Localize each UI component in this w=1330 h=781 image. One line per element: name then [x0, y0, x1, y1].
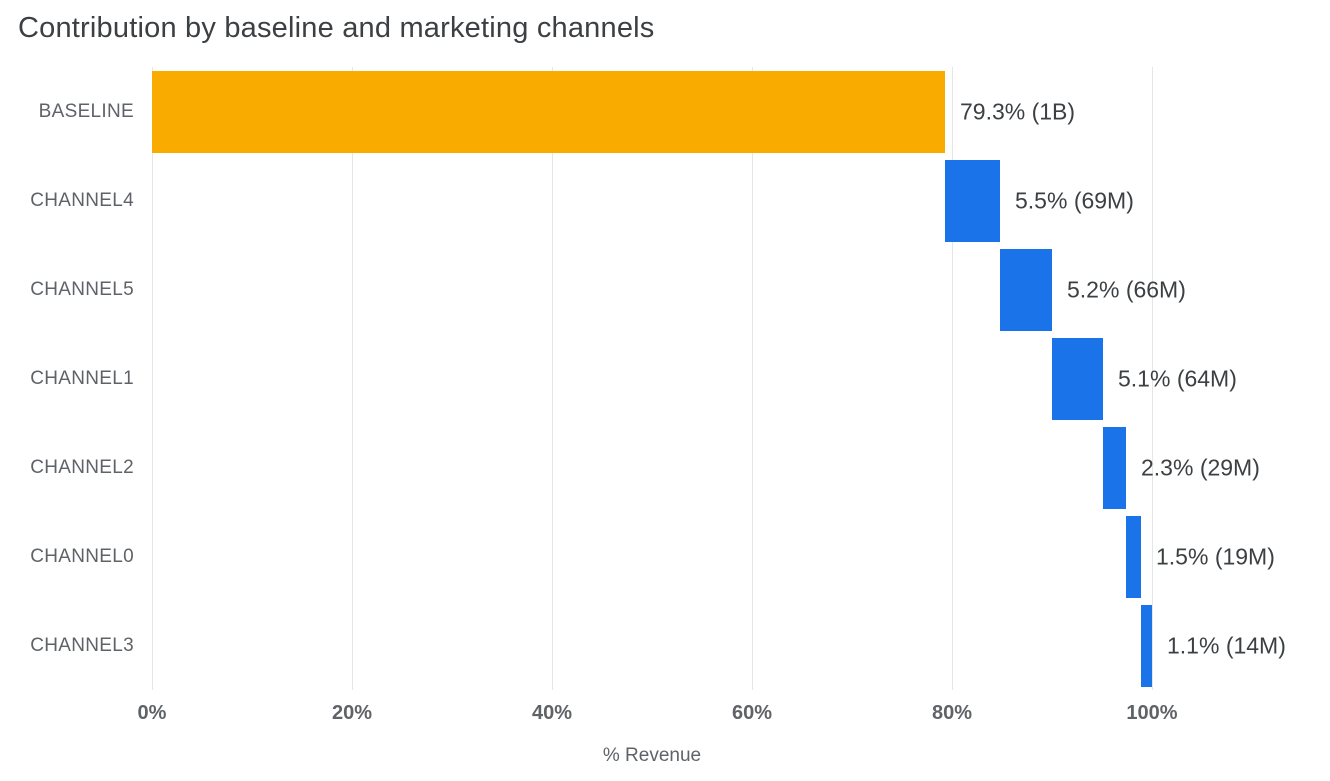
bar-track: 2.3% (29M): [152, 423, 1330, 512]
waterfall-bar-channel4[interactable]: [945, 159, 1000, 242]
gridline: [1152, 67, 1153, 690]
x-tick-label: 40%: [531, 702, 573, 724]
gridlines: [0, 67, 1330, 690]
x-tick-label: 60%: [731, 702, 773, 724]
value-label: 1.1% (14M): [1167, 632, 1286, 658]
category-label: CHANNEL0: [30, 545, 134, 567]
category-label: CHANNEL2: [30, 456, 134, 478]
gridline: [752, 67, 753, 690]
bar-track: 1.1% (14M): [152, 601, 1330, 690]
bar-track: 5.5% (69M): [152, 156, 1330, 245]
chart-row: CHANNEL1 5.1% (64M): [0, 334, 1330, 423]
category-label: CHANNEL4: [30, 189, 134, 211]
waterfall-bar-channel5[interactable]: [1000, 248, 1052, 331]
value-label: 5.5% (69M): [1015, 187, 1134, 213]
bar-track: 5.2% (66M): [152, 245, 1330, 334]
waterfall-bar-channel3[interactable]: [1141, 604, 1152, 687]
x-tick-label: 100%: [1126, 702, 1178, 724]
chart-row: CHANNEL5 5.2% (66M): [0, 245, 1330, 334]
bar-track: 5.1% (64M): [152, 334, 1330, 423]
chart-row: CHANNEL3 1.1% (14M): [0, 601, 1330, 690]
value-label: 79.3% (1B): [960, 98, 1076, 124]
waterfall-chart: BASELINE 79.3% (1B) CHANNEL4 5.5% (69M) CHAN…: [0, 67, 1330, 767]
gridline: [952, 67, 953, 690]
x-axis: 0% 20% 40% 60% 80% 100%: [0, 702, 1330, 732]
waterfall-bar-channel1[interactable]: [1052, 337, 1103, 420]
x-tick-label: 20%: [331, 702, 373, 724]
category-label: CHANNEL1: [30, 367, 134, 389]
x-axis-title: % Revenue: [602, 745, 702, 766]
category-label: BASELINE: [38, 100, 134, 122]
chart-title: Contribution by baseline and marketing c…: [18, 12, 655, 44]
gridline: [152, 67, 153, 690]
category-label: CHANNEL3: [30, 634, 134, 656]
chart-row: BASELINE 79.3% (1B): [0, 67, 1330, 156]
chart-row: CHANNEL2 2.3% (29M): [0, 423, 1330, 512]
bar-track: 1.5% (19M): [152, 512, 1330, 601]
category-label: CHANNEL5: [30, 278, 134, 300]
gridline: [552, 67, 553, 690]
x-tick-label: 80%: [931, 702, 973, 724]
gridline: [352, 67, 353, 690]
chart-row: CHANNEL0 1.5% (19M): [0, 512, 1330, 601]
waterfall-bar-channel0[interactable]: [1126, 515, 1141, 598]
value-label: 5.2% (66M): [1067, 276, 1186, 302]
waterfall-bar-channel2[interactable]: [1103, 426, 1126, 509]
waterfall-bar-baseline[interactable]: [152, 70, 945, 153]
chart-rows: BASELINE 79.3% (1B) CHANNEL4 5.5% (69M) CHAN…: [0, 67, 1330, 690]
chart-row: CHANNEL4 5.5% (69M): [0, 156, 1330, 245]
bar-track: 79.3% (1B): [152, 67, 1330, 156]
value-label: 2.3% (29M): [1141, 454, 1260, 480]
value-label: 1.5% (19M): [1156, 543, 1275, 569]
value-label: 5.1% (64M): [1118, 365, 1237, 391]
x-tick-label: 0%: [137, 702, 167, 724]
